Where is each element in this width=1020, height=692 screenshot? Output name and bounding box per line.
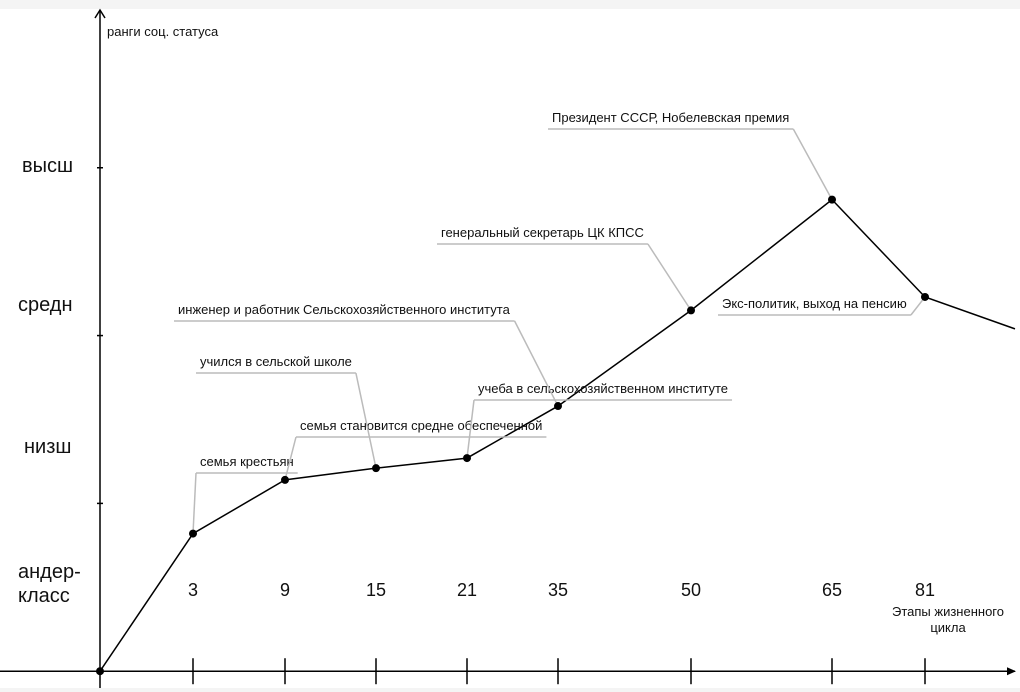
point-label: учеба в сельскохозяйственном институте bbox=[478, 381, 728, 396]
point-label: Президент СССР, Нобелевская премия bbox=[552, 110, 789, 125]
y-rank-label: андер-класс bbox=[18, 561, 81, 607]
point bbox=[463, 454, 471, 463]
y-rank-label: средн bbox=[18, 294, 73, 316]
label-connector bbox=[284, 436, 297, 481]
canvas bbox=[0, 9, 1020, 688]
x-tick-label: 21 bbox=[457, 580, 477, 600]
label-connector bbox=[647, 243, 692, 311]
x-tick-label: 3 bbox=[188, 580, 198, 600]
x-tick-label: 50 bbox=[681, 580, 701, 600]
label-connector bbox=[192, 472, 197, 534]
label-connector bbox=[466, 399, 475, 459]
y-axis-title: ранги соц. статуса bbox=[107, 24, 219, 39]
x-axis-arrow bbox=[1007, 667, 1016, 676]
x-tick-label: 35 bbox=[548, 580, 568, 600]
label-connector bbox=[513, 320, 559, 407]
point bbox=[372, 464, 380, 473]
point-label: учился в сельской школе bbox=[200, 354, 352, 369]
x-tick-label: 65 bbox=[822, 580, 842, 600]
label-connector bbox=[355, 372, 377, 469]
point bbox=[921, 292, 929, 301]
y-rank-label: низш bbox=[24, 436, 72, 458]
point-label: инженер и работник Сельскохозяйственного… bbox=[178, 302, 511, 317]
point bbox=[96, 667, 104, 676]
x-tick-label: 9 bbox=[280, 580, 290, 600]
label-connector bbox=[792, 128, 833, 200]
point bbox=[281, 475, 289, 484]
x-tick-label: 15 bbox=[366, 580, 386, 600]
x-axis-title: Этапы жизненного цикла bbox=[892, 604, 1004, 635]
point bbox=[828, 195, 836, 204]
y-rank-label: высш bbox=[22, 155, 74, 177]
point-label: генеральный секретарь ЦК КПСС bbox=[441, 225, 644, 240]
point-label: семья крестьян bbox=[200, 454, 294, 469]
x-tick-label: 81 bbox=[915, 580, 935, 600]
point-label: семья становится средне обеспеченной bbox=[300, 418, 542, 433]
point bbox=[687, 306, 695, 315]
y-axis-arrow bbox=[94, 8, 106, 19]
life-line bbox=[99, 198, 1016, 672]
point-label: Экс-политик, выход на пенсию bbox=[722, 296, 907, 311]
point bbox=[189, 529, 197, 538]
point bbox=[554, 402, 562, 411]
